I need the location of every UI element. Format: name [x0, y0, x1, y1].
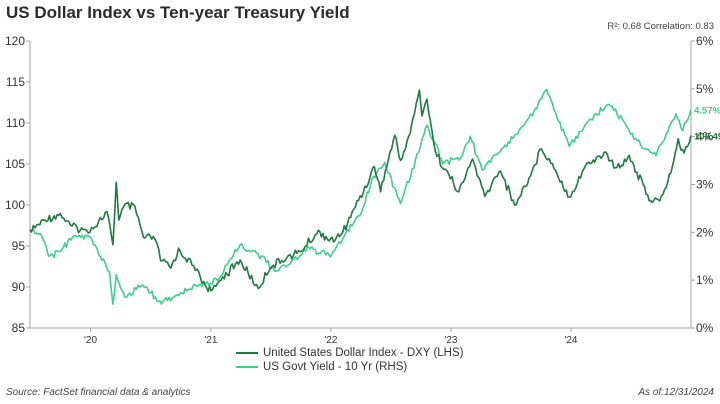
right-tick-label: 6% [696, 34, 714, 48]
right-tick-label: 1% [696, 273, 714, 287]
chart-end-labels: 4.57% 108.49 [694, 105, 720, 142]
left-tick-label: 110 [6, 116, 25, 130]
left-tick-label: 120 [5, 34, 25, 48]
source-note: Source: FactSet financial data & analyti… [6, 387, 191, 398]
left-tick-label: 85 [12, 321, 26, 335]
left-tick-label: 105 [5, 157, 25, 171]
chart-title: US Dollar Index vs Ten-year Treasury Yie… [6, 3, 350, 22]
chart-axes: 85 90 95 100 105 110 115 120 0% 1% 2% 3% 4% 5% 6% '20 '2… [5, 34, 714, 346]
chart-legend: United States Dollar Index - DXY (LHS) U… [236, 346, 463, 374]
right-tick-label: 3% [696, 178, 714, 192]
chart-statistics: R²: 0.68 Correlation: 0.83 [607, 21, 714, 32]
chart-lines [29, 88, 692, 305]
left-tick-label: 115 [6, 75, 25, 89]
right-tick-label: 0% [696, 321, 714, 335]
x-tick-label: '23 [444, 335, 457, 346]
legend-item-dxy: United States Dollar Index - DXY (LHS) [236, 346, 463, 360]
right-tick-label: 5% [696, 82, 714, 96]
legend-swatch-yield [236, 366, 258, 368]
left-tick-label: 90 [12, 280, 26, 294]
as-of-date: As of:12/31/2024 [638, 387, 714, 398]
x-tick-label: '21 [204, 335, 217, 346]
right-tick-label: 4% [696, 130, 714, 144]
end-label-yield: 4.57% [694, 105, 720, 116]
legend-item-yield: US Govt Yield - 10 Yr (RHS) [236, 360, 463, 374]
right-tick-label: 2% [696, 225, 714, 239]
end-label-dxy: 108.49 [694, 131, 720, 142]
x-tick-label: '22 [324, 335, 337, 346]
legend-swatch-dxy [236, 352, 258, 354]
line-dxy [29, 89, 692, 293]
left-tick-label: 100 [5, 198, 25, 212]
line-yield [29, 88, 692, 305]
legend-label-dxy: United States Dollar Index - DXY (LHS) [263, 347, 464, 359]
x-tick-label: '24 [564, 335, 577, 346]
legend-label-yield: US Govt Yield - 10 Yr (RHS) [263, 361, 408, 373]
x-tick-label: '20 [84, 335, 97, 346]
left-tick-label: 95 [12, 239, 26, 253]
